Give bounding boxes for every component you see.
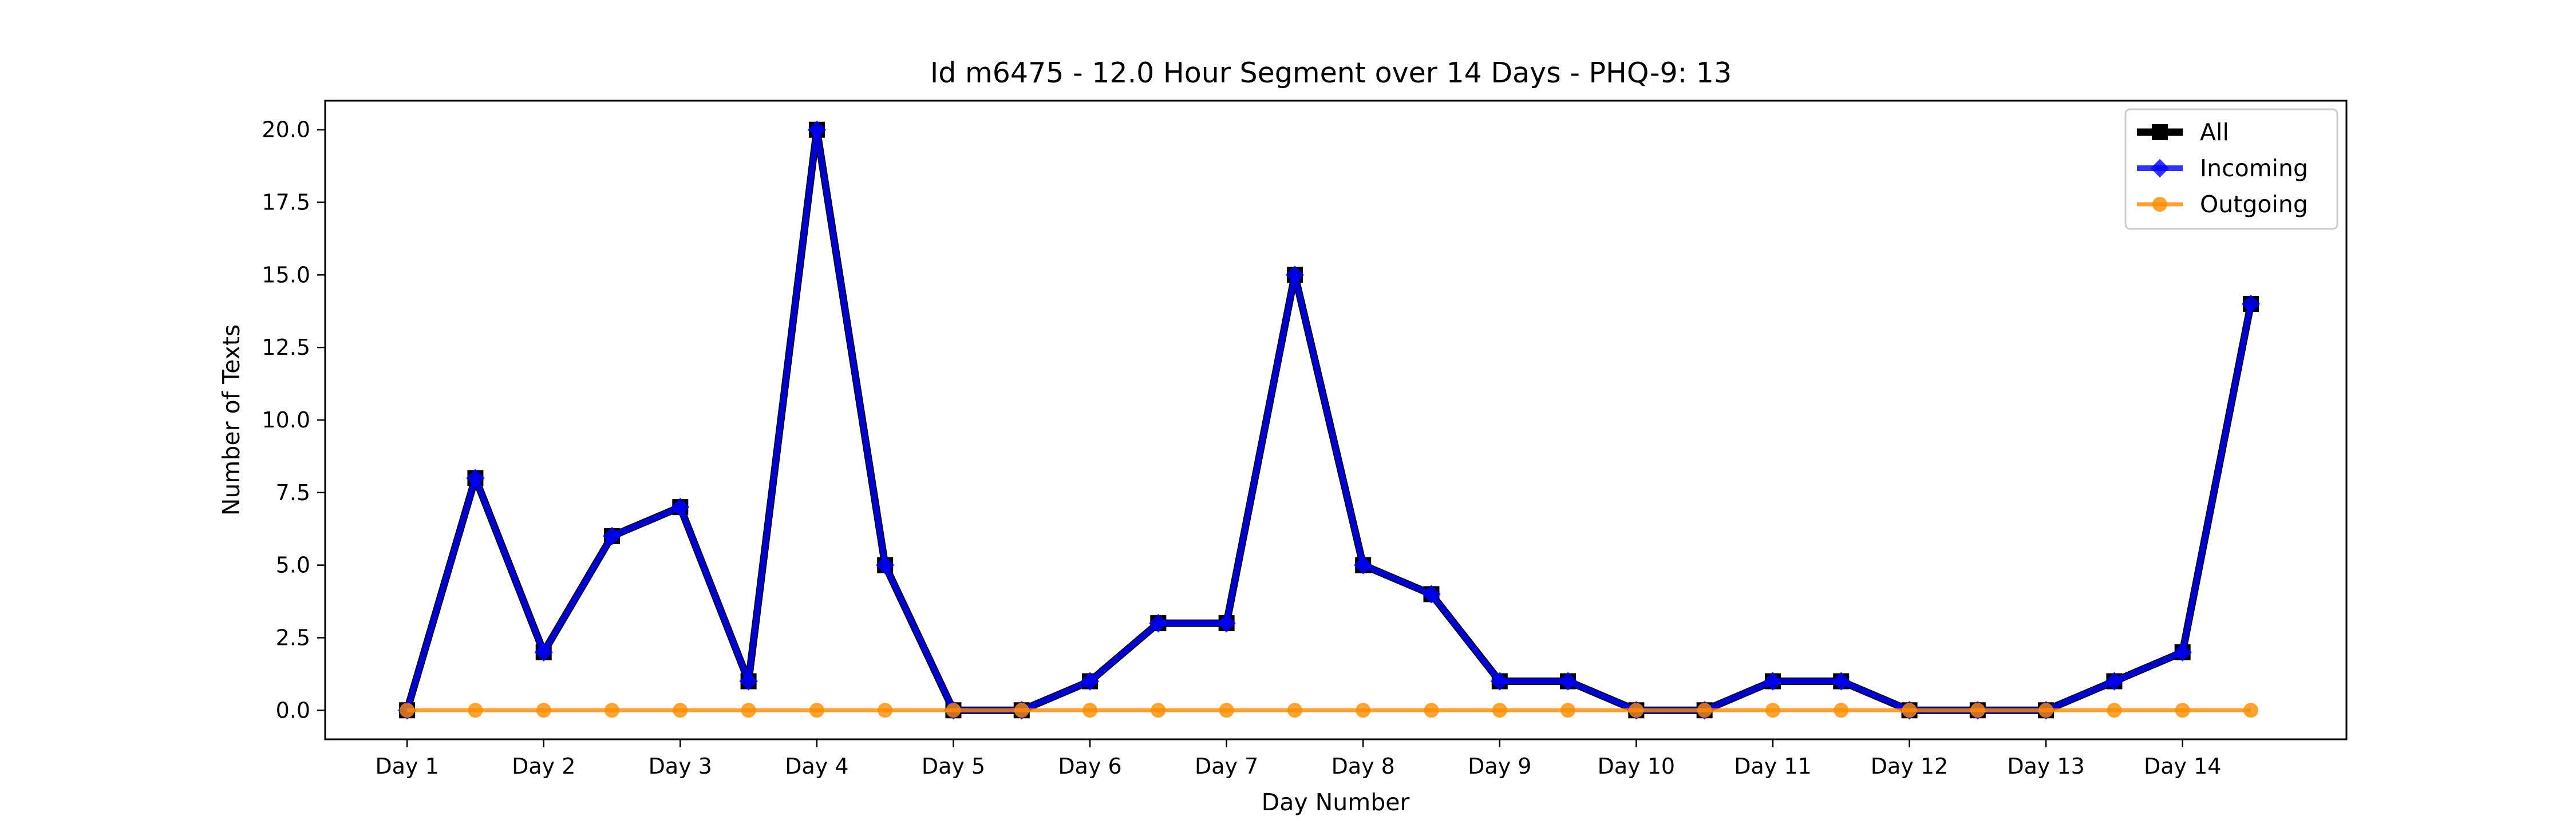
plot-area [324,100,2348,740]
data-point-outgoing [946,703,961,718]
data-point-outgoing [536,703,551,718]
data-point-incoming [534,643,553,662]
legend: All Incoming Outgoing [2124,108,2338,230]
x-tick-label: Day 7 [1195,754,1258,779]
legend-marker-all [2152,124,2168,140]
y-tick-label: 15.0 [262,262,310,287]
data-point-incoming [807,120,827,139]
x-axis-label: Day Number [1262,789,1410,816]
legend-item-outgoing: Outgoing [2137,191,2308,218]
legend-box [2124,108,2338,230]
y-tick-label: 12.5 [262,335,310,360]
y-tick-label: 20.0 [262,117,310,142]
y-axis-label: Number of Texts [218,324,245,516]
data-point-outgoing [2243,703,2258,718]
data-point-outgoing [2038,703,2054,718]
chart-title: Id m6475 - 12.0 Hour Segment over 14 Day… [930,57,1732,89]
data-point-incoming [1285,266,1305,284]
data-point-outgoing [1219,703,1234,718]
data-point-outgoing [1287,703,1302,718]
data-point-incoming [1832,672,1851,691]
x-tick-label: Day 3 [649,754,712,779]
data-point-outgoing [1765,703,1780,718]
data-point-incoming [739,672,758,691]
x-tick-label: Day 14 [2144,754,2221,779]
data-point-incoming [671,497,690,517]
data-point-outgoing [1492,703,1507,718]
series-layer [397,120,2261,720]
y-tick-label: 10.0 [262,407,310,433]
data-point-outgoing [1697,703,1712,718]
x-tick-label: Day 11 [1734,754,1811,779]
data-point-outgoing [809,703,824,718]
data-point-incoming [1217,613,1236,633]
data-point-outgoing [2107,703,2122,718]
data-point-outgoing [673,703,688,718]
data-point-incoming [1353,556,1373,575]
data-point-incoming [1763,672,1783,691]
x-tick-label: Day 8 [1332,754,1395,779]
legend-item-incoming: Incoming [2137,154,2308,182]
data-point-outgoing [741,703,756,718]
data-point-outgoing [1424,703,1439,718]
series-incoming [397,120,2261,720]
y-tick-label: 17.5 [262,190,310,215]
y-tick-label: 7.5 [276,480,310,505]
data-point-incoming [1558,672,1578,691]
data-point-outgoing [400,703,415,718]
x-tick-label: Day 4 [785,754,848,779]
data-point-outgoing [1014,703,1029,718]
data-point-outgoing [1629,703,1644,718]
data-point-incoming [1149,613,1168,633]
data-point-outgoing [1560,703,1576,718]
y-tick-label: 5.0 [276,553,310,578]
legend-marker-outgoing [2152,197,2167,212]
x-tick-label: Day 6 [1058,754,1121,779]
data-point-incoming [466,469,485,488]
data-point-outgoing [1834,703,1849,718]
series-line-incoming [404,126,2254,714]
legend-item-all: All [2137,118,2229,146]
x-tick-label: Day 10 [1598,754,1675,779]
x-tick-label: Day 12 [1871,754,1948,779]
legend-label-outgoing: Outgoing [2200,191,2308,218]
data-point-outgoing [1356,703,1371,718]
y-tick-label: 0.0 [276,698,310,723]
data-point-incoming [875,556,895,575]
legend-label-all: All [2200,118,2229,146]
data-point-outgoing [468,703,483,718]
x-axis: Day 1 Day 2 Day 3 Day 4 Day 5 Day 6 Day 7 Day 8… [376,739,2221,779]
y-axis: 0.0 2.5 5.0 7.5 10.0 12.5 15.0 17.5 20.0 [262,117,325,723]
x-tick-label: Day 9 [1468,754,1531,779]
data-point-outgoing [605,703,620,718]
y-tick-label: 2.5 [276,625,310,650]
x-tick-label: Day 1 [376,754,439,779]
data-point-outgoing [1970,703,1985,718]
data-point-incoming [602,526,622,546]
legend-marker-incoming [2150,159,2170,178]
data-point-outgoing [878,703,893,718]
data-point-outgoing [2175,703,2190,718]
data-point-incoming [1422,585,1441,604]
x-tick-label: Day 2 [512,754,575,779]
data-point-incoming [2173,643,2192,662]
data-point-outgoing [1082,703,1098,718]
series-outgoing [400,703,2258,718]
data-point-incoming [1490,672,1510,691]
data-point-incoming [1080,672,1100,691]
data-point-incoming [2105,672,2124,691]
data-point-outgoing [1902,703,1917,718]
data-point-incoming [2241,294,2261,314]
data-point-outgoing [1151,703,1166,718]
x-tick-label: Day 13 [2007,754,2084,779]
legend-label-incoming: Incoming [2200,154,2308,182]
x-tick-label: Day 5 [922,754,985,779]
